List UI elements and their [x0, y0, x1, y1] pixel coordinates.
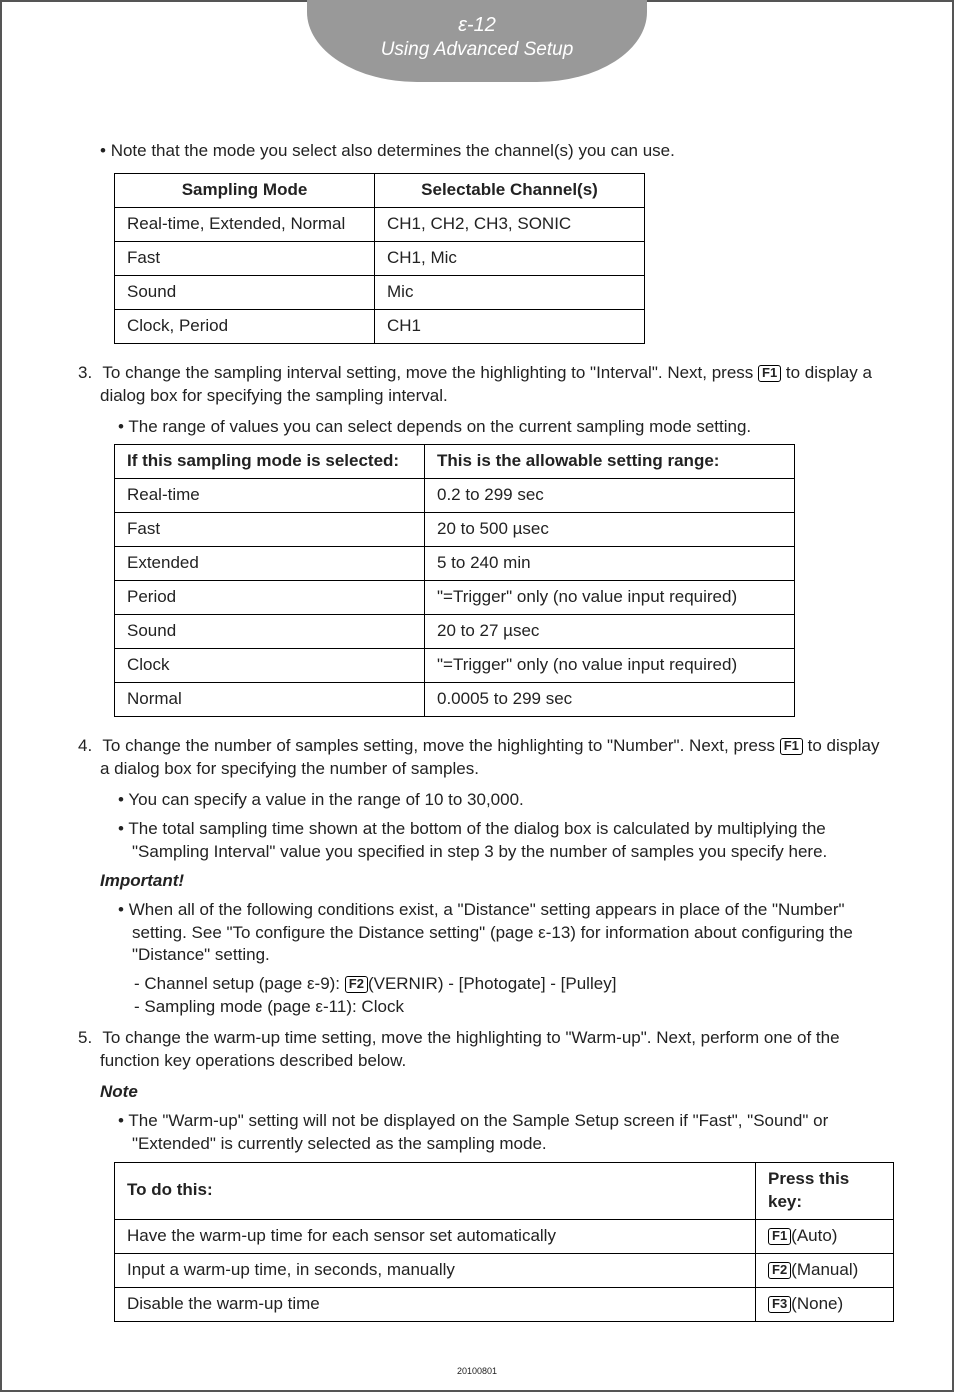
- f3-key-icon: F3: [768, 1296, 791, 1313]
- note-bullet: The "Warm-up" setting will not be displa…: [72, 1110, 882, 1156]
- table-row: FastCH1, Mic: [115, 241, 645, 275]
- step-text: To change the number of samples setting,…: [102, 736, 779, 755]
- note-label: Note: [72, 1081, 882, 1104]
- col-header: Press this key:: [756, 1162, 894, 1219]
- important-label: Important!: [72, 870, 882, 893]
- step4-bullet1: You can specify a value in the range of …: [72, 789, 882, 812]
- table-row: Period"=Trigger" only (no value input re…: [115, 581, 795, 615]
- footer-number: 20100801: [457, 1366, 497, 1376]
- table-row: Normal0.0005 to 299 sec: [115, 683, 795, 717]
- intro-bullet: Note that the mode you select also deter…: [72, 140, 882, 163]
- table-row: Real-time0.2 to 299 sec: [115, 479, 795, 513]
- table-row: Clock, PeriodCH1: [115, 309, 645, 343]
- border-segment: [647, 0, 952, 2]
- setting-range-table: If this sampling mode is selected: This …: [114, 444, 795, 717]
- step3-bullet: The range of values you can select depen…: [72, 416, 882, 439]
- table-row: Disable the warm-up time F3(None): [115, 1287, 894, 1321]
- key-cell: F1(Auto): [756, 1219, 894, 1253]
- key-cell: F3(None): [756, 1287, 894, 1321]
- table-row: Input a warm-up time, in seconds, manual…: [115, 1253, 894, 1287]
- f1-key-icon: F1: [780, 738, 803, 755]
- f2-key-icon: F2: [345, 976, 368, 993]
- col-header: To do this:: [115, 1162, 756, 1219]
- step-number: 3.: [78, 362, 98, 385]
- step-text: To change the warm-up time setting, move…: [100, 1028, 840, 1070]
- content: Note that the mode you select also deter…: [72, 0, 882, 1322]
- col-header: This is the allowable setting range:: [425, 445, 795, 479]
- page-number: ε-12: [307, 14, 647, 37]
- step-4: 4. To change the number of samples setti…: [72, 735, 882, 781]
- table-row: Clock"=Trigger" only (no value input req…: [115, 649, 795, 683]
- col-header: Sampling Mode: [115, 173, 375, 207]
- page: ε-12 Using Advanced Setup Note that the …: [0, 0, 954, 1392]
- table-row: Have the warm-up time for each sensor se…: [115, 1219, 894, 1253]
- table-row: SoundMic: [115, 275, 645, 309]
- col-header: If this sampling mode is selected:: [115, 445, 425, 479]
- step-text: To change the sampling interval setting,…: [102, 363, 758, 382]
- f1-key-icon: F1: [758, 365, 781, 382]
- step-3: 3. To change the sampling interval setti…: [72, 362, 882, 408]
- table-row: Extended5 to 240 min: [115, 547, 795, 581]
- page-title: Using Advanced Setup: [307, 39, 647, 61]
- f2-key-icon: F2: [768, 1262, 791, 1279]
- warmup-table: To do this: Press this key: Have the war…: [114, 1162, 894, 1322]
- table-row: Sound20 to 27 µsec: [115, 615, 795, 649]
- sampling-mode-table: Sampling Mode Selectable Channel(s) Real…: [114, 173, 645, 344]
- step-5: 5. To change the warm-up time setting, m…: [72, 1027, 882, 1073]
- table-row: Fast20 to 500 µsec: [115, 513, 795, 547]
- table-header-row: To do this: Press this key:: [115, 1162, 894, 1219]
- border-segment: [2, 0, 307, 2]
- important-dash1: - Channel setup (page ε-9): F2(VERNIR) -…: [72, 973, 882, 996]
- step4-bullet2: The total sampling time shown at the bot…: [72, 818, 882, 864]
- step-number: 4.: [78, 735, 98, 758]
- table-row: Real-time, Extended, NormalCH1, CH2, CH3…: [115, 207, 645, 241]
- important-bullet: When all of the following conditions exi…: [72, 899, 882, 968]
- key-cell: F2(Manual): [756, 1253, 894, 1287]
- table-header-row: Sampling Mode Selectable Channel(s): [115, 173, 645, 207]
- step-number: 5.: [78, 1027, 98, 1050]
- header-tab: ε-12 Using Advanced Setup: [307, 0, 647, 82]
- table-header-row: If this sampling mode is selected: This …: [115, 445, 795, 479]
- important-dash2: - Sampling mode (page ε-11): Clock: [72, 996, 882, 1019]
- f1-key-icon: F1: [768, 1228, 791, 1245]
- col-header: Selectable Channel(s): [375, 173, 645, 207]
